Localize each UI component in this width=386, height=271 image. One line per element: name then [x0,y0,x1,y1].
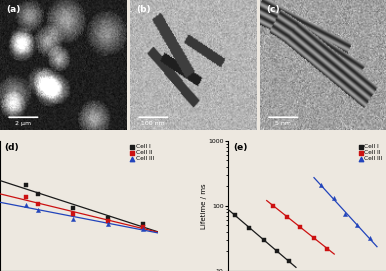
Point [270,204,276,208]
Y-axis label: Lifetime / ms: Lifetime / ms [201,183,207,229]
Point [342,212,349,216]
Text: (a): (a) [6,5,21,14]
Point [245,226,252,230]
Point [34,208,41,212]
Legend: Cell I, Cell II, Cell III: Cell I, Cell II, Cell III [358,144,383,162]
Point [324,247,330,251]
Point [34,202,41,206]
Point [141,226,147,231]
Text: (c): (c) [266,5,280,14]
Point [70,206,76,210]
Text: (b): (b) [136,5,151,14]
Point [23,203,29,207]
Point [105,219,111,223]
Text: 2 μm: 2 μm [15,121,31,126]
Point [23,195,29,199]
Point [284,215,290,219]
Point [297,225,303,229]
Point [141,224,147,229]
Point [34,192,41,196]
Point [70,212,76,217]
Point [70,217,76,221]
Text: (d): (d) [5,143,19,152]
Point [232,213,238,217]
Point [354,223,360,228]
Point [274,249,280,254]
Point [318,183,324,187]
Point [367,236,373,240]
Point [331,196,337,201]
Text: 100 nm: 100 nm [141,121,165,126]
Point [141,222,147,226]
Point [286,259,292,264]
Text: (e): (e) [233,143,247,152]
Text: 5 nm: 5 nm [275,121,291,126]
Point [261,238,267,242]
Point [105,222,111,226]
Point [23,183,29,187]
Point [105,215,111,220]
Point [311,236,317,240]
Legend: Cell I, Cell II, Cell III: Cell I, Cell II, Cell III [129,144,155,162]
